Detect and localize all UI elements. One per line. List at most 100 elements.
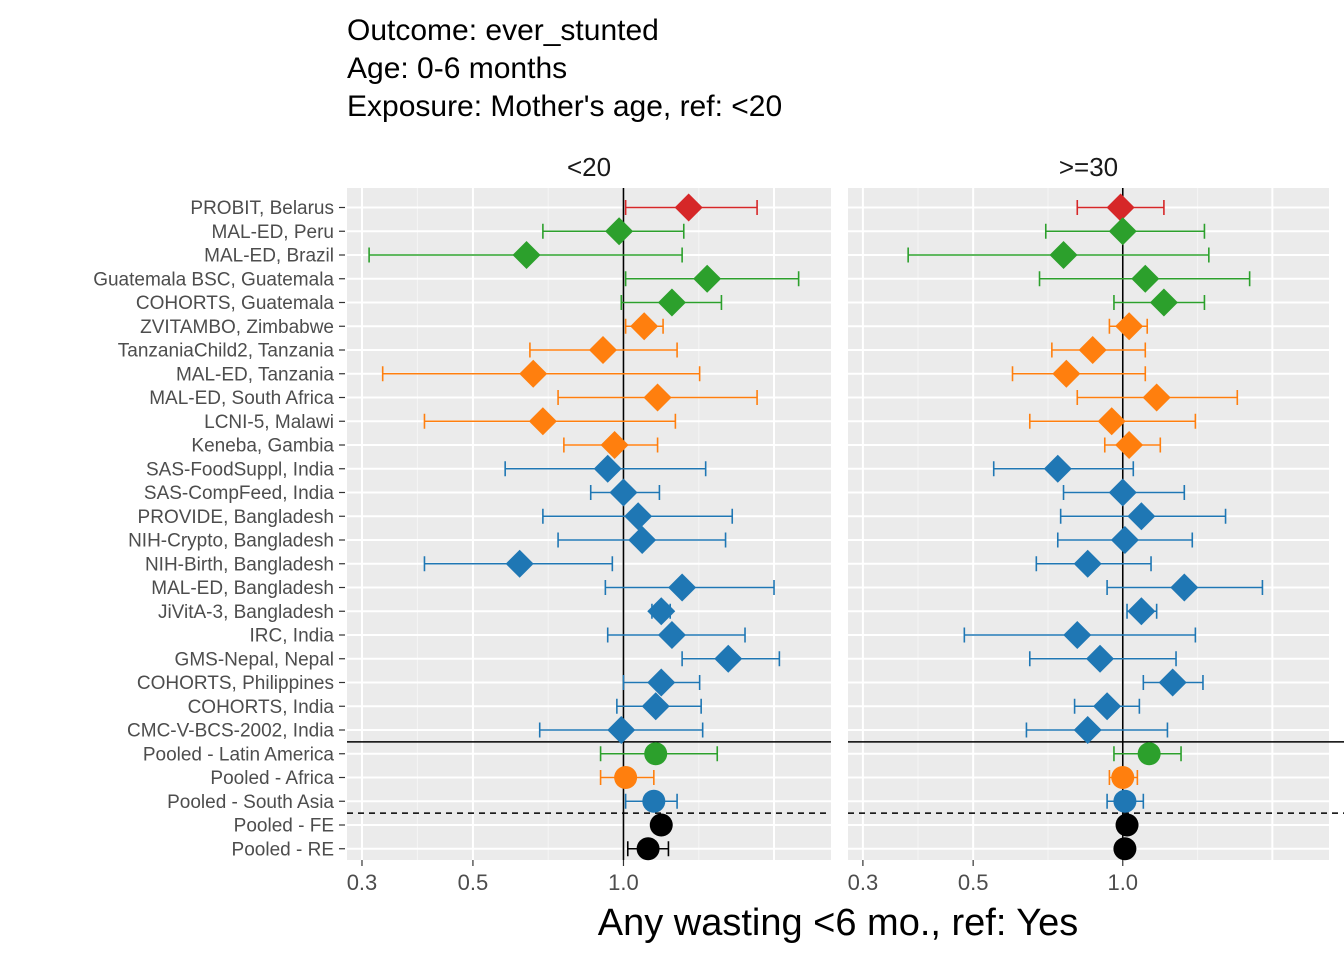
estimate-mark [1076, 383, 1239, 412]
estimate-mark [1126, 597, 1158, 626]
title-line: Exposure: Mother's age, ref: <20 [347, 90, 782, 123]
estimate-mark [1142, 668, 1204, 697]
estimate-mark [1051, 336, 1147, 364]
estimate-mark [624, 193, 758, 222]
y-tick-label: SAS-CompFeed, India [144, 483, 335, 504]
pooled-point [1113, 789, 1137, 813]
estimate-mark [907, 241, 1210, 269]
pooled-point [614, 766, 638, 789]
pooled-point [636, 837, 660, 861]
y-tick-label: MAL-ED, South Africa [149, 388, 334, 409]
y-tick-label: NIH-Crypto, Bangladesh [128, 531, 334, 552]
estimate-mark [557, 526, 727, 554]
study-point [1127, 502, 1156, 531]
x-tick-label: 1.0 [1107, 870, 1138, 895]
estimate-mark [963, 621, 1197, 649]
study-point [1149, 288, 1178, 317]
estimate-mark [1038, 264, 1251, 293]
facet-panel: 0.3 0.5 1.0 <20 [347, 152, 831, 895]
study-point [519, 359, 548, 388]
y-tick-label: MAL-ED, Bangladesh [151, 578, 334, 599]
estimate-mark [1044, 217, 1206, 246]
study-point [657, 288, 686, 317]
y-tick-label: PROVIDE, Bangladesh [138, 507, 334, 528]
study-point [624, 502, 653, 531]
estimate-mark [624, 264, 800, 293]
estimate-mark [1073, 692, 1141, 721]
y-tick-label: Keneba, Gambia [191, 436, 334, 457]
y-tick-label: MAL-ED, Brazil [204, 246, 334, 267]
study-point [1073, 549, 1102, 578]
estimate-mark [423, 549, 614, 578]
y-tick-label: ZVITAMBO, Zimbabwe [140, 317, 334, 338]
y-tick-label: TanzaniaChild2, Tanzania [118, 341, 335, 362]
estimate-mark [622, 668, 701, 697]
study-point [714, 644, 743, 673]
estimate-mark [542, 217, 685, 246]
pooled-point [1113, 837, 1137, 861]
estimate-mark [599, 766, 655, 789]
estimate-mark [1076, 193, 1165, 222]
estimate-mark [423, 407, 677, 436]
y-tick-label: Pooled - South Asia [167, 792, 334, 813]
pooled-point [644, 742, 668, 766]
study-point [1043, 454, 1072, 483]
estimate-mark [1025, 716, 1169, 744]
x-tick-label: 0.5 [458, 870, 489, 895]
estimate-mark [538, 716, 704, 744]
y-tick-label: MAL-ED, Peru [212, 222, 334, 243]
estimate-mark [599, 742, 719, 766]
y-tick-label: Pooled - FE [234, 816, 334, 837]
facet-panel: 0.3 0.5 1.0 >=30 [848, 152, 1344, 895]
estimate-mark [542, 502, 734, 531]
y-tick-label: JiVitA-3, Bangladesh [158, 602, 334, 623]
estimate-mark [1115, 813, 1139, 837]
study-point [1106, 193, 1135, 222]
study-point [605, 217, 634, 246]
study-point [1115, 312, 1144, 341]
facet-panels: 0.3 0.5 1.0 <20 0.3 0.5 1.0 >=30 [347, 152, 1344, 895]
pooled-point [649, 813, 673, 837]
estimate-mark [1062, 478, 1186, 507]
facet-strip-label: >=30 [1059, 152, 1118, 182]
x-axis-label: Any wasting <6 mo., ref: Yes [598, 902, 1079, 944]
estimate-mark [589, 478, 661, 507]
study-point [609, 478, 638, 507]
estimate-mark [1113, 742, 1182, 766]
x-tick-label: 0.5 [958, 870, 989, 895]
study-point [641, 692, 670, 721]
study-point [693, 264, 722, 293]
estimate-mark [557, 383, 758, 412]
x-tick-label: 1.0 [608, 870, 639, 895]
estimate-mark [1028, 644, 1177, 673]
estimate-mark [1106, 789, 1145, 813]
study-point [593, 454, 622, 483]
facet-strip-label: <20 [567, 152, 611, 182]
estimate-mark [606, 621, 746, 649]
study-point [512, 241, 541, 269]
study-point [1086, 644, 1115, 673]
y-tick-label: IRC, India [250, 626, 335, 647]
study-point [505, 549, 534, 578]
panel-background [848, 188, 1329, 860]
y-tick-label: PROBIT, Belarus [190, 198, 334, 219]
estimate-mark [1028, 407, 1197, 436]
study-point [1170, 573, 1199, 602]
estimate-mark [626, 837, 670, 861]
estimate-mark [504, 454, 707, 483]
estimate-mark [620, 288, 723, 317]
estimate-mark [1059, 502, 1227, 531]
y-tick-label: GMS-Nepal, Nepal [175, 649, 334, 670]
study-point [1108, 478, 1137, 507]
estimate-mark [368, 241, 683, 269]
study-point [1049, 241, 1078, 269]
study-point [1073, 716, 1102, 744]
y-tick-label: COHORTS, Philippines [137, 673, 334, 694]
study-point [628, 526, 657, 554]
y-tick-label: COHORTS, Guatemala [136, 293, 335, 314]
y-tick-label: LCNI-5, Malawi [204, 412, 334, 433]
y-tick-label: SAS-FoodSuppl, India [146, 459, 334, 480]
y-tick-label: Pooled - RE [232, 839, 334, 860]
study-point [588, 336, 617, 364]
